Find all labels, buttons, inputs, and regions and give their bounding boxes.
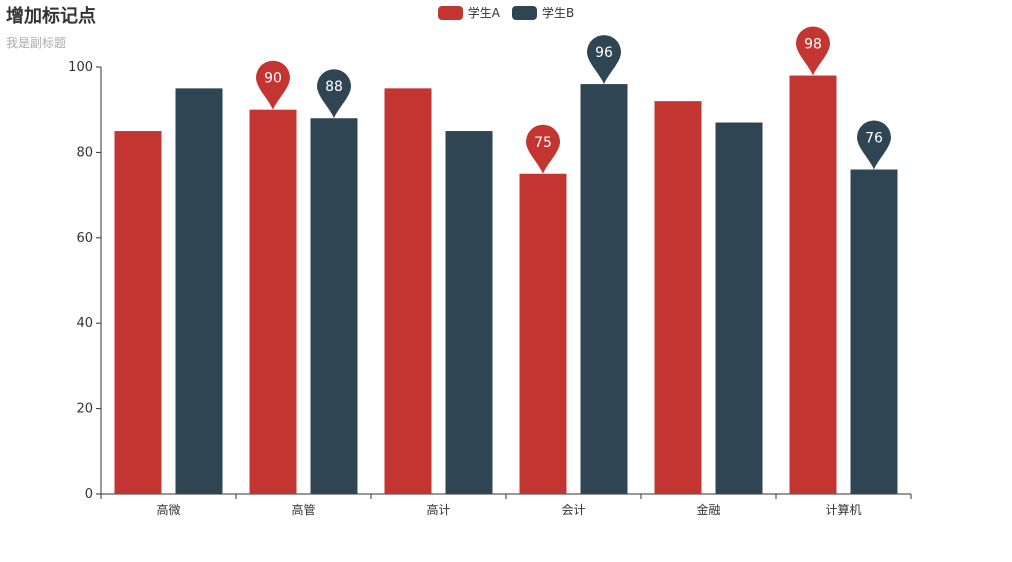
bar-series-b xyxy=(445,131,493,495)
bar-series-a xyxy=(384,88,432,494)
marker-label: 88 xyxy=(325,79,343,95)
y-tick-label: 80 xyxy=(76,145,93,160)
y-tick-label: 40 xyxy=(76,316,93,331)
x-tick-label: 高计 xyxy=(426,502,450,517)
marker-pin: 88 xyxy=(317,69,351,119)
bar-series-b xyxy=(175,88,223,494)
marker-pin-shape xyxy=(587,35,621,85)
x-tick-label: 高微 xyxy=(156,502,180,517)
x-tick-label: 金融 xyxy=(696,502,720,517)
x-tick-label: 会计 xyxy=(561,503,585,517)
bar-series-b xyxy=(715,122,763,494)
marker-pin: 76 xyxy=(857,120,891,170)
marker-pin-shape xyxy=(857,120,891,170)
marker-pin: 90 xyxy=(256,60,290,110)
bar-series-a xyxy=(654,101,702,494)
bar-series-b xyxy=(310,118,358,495)
y-tick-label: 0 xyxy=(85,487,93,502)
legend-swatch-series-a xyxy=(437,5,463,20)
marker-pin-shape xyxy=(317,69,351,119)
marker-pin-shape xyxy=(796,26,830,76)
bar-series-a xyxy=(789,75,837,494)
chart-title: 增加标记点 xyxy=(6,6,96,27)
marker-pin: 96 xyxy=(587,35,621,85)
marker-label: 90 xyxy=(264,71,282,87)
bar-series-a xyxy=(249,109,297,494)
marker-pin: 98 xyxy=(796,26,830,76)
legend-swatch-series-b xyxy=(511,5,537,20)
x-tick-label: 高管 xyxy=(291,502,315,517)
chart-subtitle: 我是副标题 xyxy=(6,36,67,50)
marker-pin: 75 xyxy=(526,124,560,174)
bar-series-a xyxy=(114,131,162,495)
marker-label: 75 xyxy=(534,135,552,151)
bar-series-a xyxy=(519,173,567,494)
y-tick-label: 20 xyxy=(76,402,93,417)
marker-label: 76 xyxy=(865,130,883,146)
marker-pin-shape xyxy=(526,124,560,174)
x-tick-label: 计算机 xyxy=(825,502,861,517)
marker-pin-shape xyxy=(256,60,290,110)
bar-series-b xyxy=(580,84,628,494)
legend-item-series-b[interactable]: 学生B xyxy=(511,4,575,21)
marker-label: 98 xyxy=(804,37,822,53)
legend-label-series-a: 学生A xyxy=(467,6,500,20)
marker-label: 96 xyxy=(595,45,613,61)
legend-item-series-a[interactable]: 学生A xyxy=(437,4,500,21)
legend-label-series-b: 学生B xyxy=(541,6,575,20)
bar-series-b xyxy=(850,169,898,495)
legend: 学生A 学生B xyxy=(0,4,1012,21)
y-tick-label: 100 xyxy=(68,60,93,75)
y-tick-label: 60 xyxy=(76,231,93,246)
